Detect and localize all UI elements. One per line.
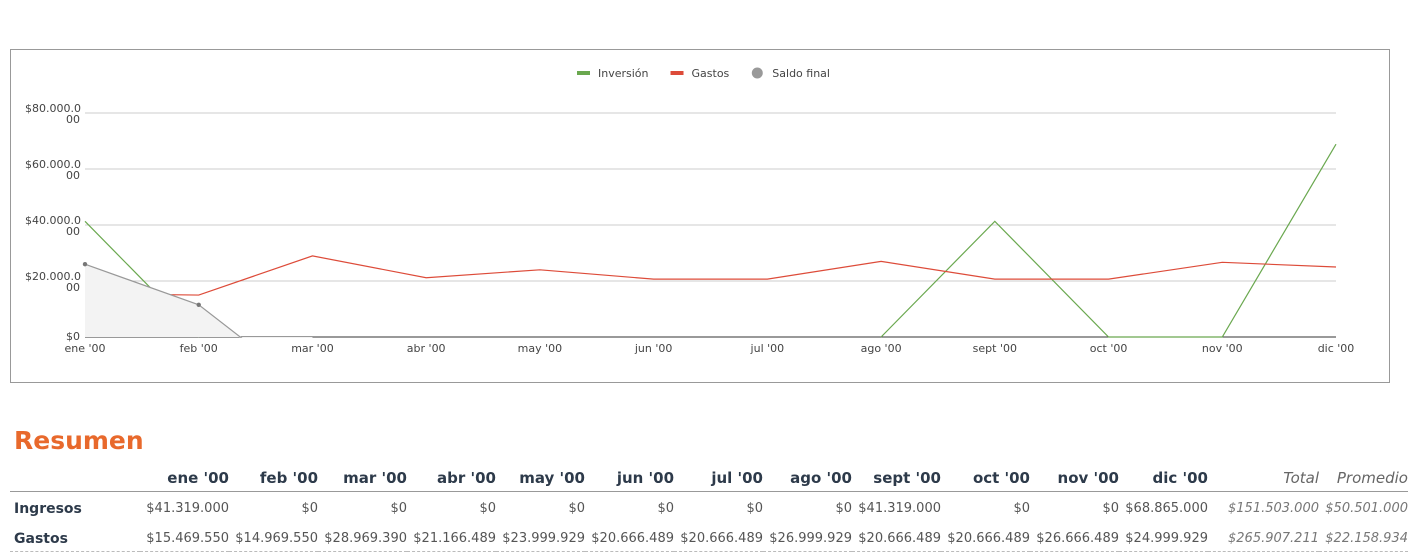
x-tick-label: nov '00	[1202, 342, 1243, 355]
column-header: dic '00	[1119, 466, 1208, 492]
x-tick-label: abr '00	[407, 342, 446, 355]
x-tick-label: oct '00	[1090, 342, 1128, 355]
cell-value: $15.469.550	[140, 522, 229, 552]
area	[85, 264, 313, 338]
legend-label: Inversión	[598, 67, 649, 80]
summary-table: ene '00 feb '00 mar '00 abr '00 may '00 jun '…	[10, 466, 1408, 552]
x-tick-label: may '00	[518, 342, 562, 355]
column-header: feb '00	[229, 466, 318, 492]
cell-value: $0	[1102, 501, 1119, 516]
y-tick-label: $40.000.0 00	[25, 214, 81, 238]
legend-label: Gastos	[692, 67, 730, 80]
column-header: Promedio	[1319, 466, 1408, 492]
column-header: jun '00	[585, 466, 674, 492]
chart-frame: $0 $20.000.0 00 $40.000.0 00 $60.000.0 00 $80.0…	[10, 49, 1390, 383]
y-tick-label: $20.000.0 00	[25, 270, 81, 294]
cell-value: $0	[746, 501, 763, 516]
plot-area	[82, 143, 1337, 338]
cell-value: $0	[479, 501, 496, 516]
y-tick-label: $80.000.0 00	[25, 102, 81, 126]
x-tick-label: jul '00	[750, 342, 785, 355]
x-tick-label: mar '00	[291, 342, 334, 355]
column-header: oct '00	[941, 466, 1030, 492]
y-tick-label: $60.000.0 00	[25, 158, 81, 182]
column-header: nov '00	[1030, 466, 1119, 492]
x-tick-label: feb '00	[180, 342, 218, 355]
x-tick-label: ago '00	[861, 342, 902, 355]
cell-value: $28.969.390	[318, 522, 407, 552]
legend-label: Saldo final	[772, 67, 830, 80]
cell-value: $23.999.929	[496, 522, 585, 552]
point	[196, 302, 201, 307]
x-tick-label: sept '00	[973, 342, 1017, 355]
cell-value: $41.319.000	[858, 501, 941, 516]
cell-value: $20.666.489	[941, 522, 1030, 552]
cell-value: $20.666.489	[585, 522, 674, 552]
cell-value: $0	[301, 501, 318, 516]
x-tick-label: jun '00	[634, 342, 673, 355]
cell-value: $265.907.211	[1208, 522, 1319, 552]
column-header: Total	[1208, 466, 1319, 492]
chart: $0 $20.000.0 00 $40.000.0 00 $60.000.0 00 $80.0…	[25, 67, 1355, 355]
row-label: Gastos	[10, 522, 140, 552]
cell-value: $26.666.489	[1030, 522, 1119, 552]
line	[84, 143, 1337, 338]
column-header: may '00	[496, 466, 585, 492]
x-tick-label: dic '00	[1318, 342, 1355, 355]
column-header: ago '00	[763, 466, 852, 492]
cell-value: $20.666.489	[852, 522, 941, 552]
column-header: abr '00	[407, 466, 496, 492]
y-tick-label: $0	[66, 330, 80, 343]
legend-swatch	[577, 71, 590, 75]
x-tick-label: ene '00	[64, 342, 105, 355]
cell-value: $50.501.000	[1325, 501, 1408, 516]
cell-value: $0	[835, 501, 852, 516]
cell-value: $26.999.929	[763, 522, 852, 552]
cell-value: $0	[568, 501, 585, 516]
column-header: jul '00	[674, 466, 763, 492]
point	[82, 262, 88, 267]
cell-value: $151.503.000	[1228, 501, 1319, 516]
cell-value: $22.158.934	[1319, 522, 1408, 552]
cell-value: $41.319.000	[146, 501, 229, 516]
cell-value: $20.666.489	[674, 522, 763, 552]
column-header: ene '00	[140, 466, 229, 492]
cell-value: $0	[1013, 501, 1030, 516]
legend-swatch	[670, 71, 684, 75]
line	[84, 255, 1337, 296]
header-blank	[10, 466, 140, 492]
cell-value: $0	[657, 501, 674, 516]
cell-value: $21.166.489	[407, 522, 496, 552]
cell-value: $0	[390, 501, 407, 516]
cell-value: $14.969.550	[229, 522, 318, 552]
cell-value: $24.999.929	[1119, 522, 1208, 552]
cell-value: $68.865.000	[1125, 501, 1208, 516]
legend-swatch	[751, 67, 763, 79]
column-header: sept '00	[852, 466, 941, 492]
section-title: Resumen	[14, 426, 144, 455]
column-header: mar '00	[318, 466, 407, 492]
row-label: Ingresos	[14, 501, 82, 517]
